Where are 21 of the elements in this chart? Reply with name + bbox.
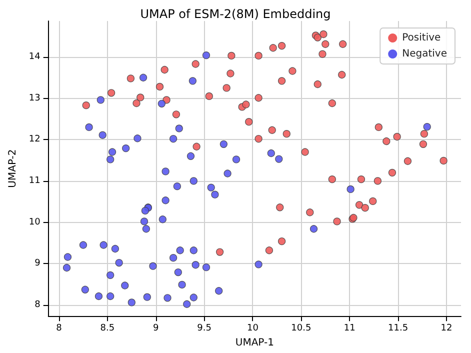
x-tick-label: 8 — [56, 324, 62, 334]
x-tick-label: 10 — [247, 324, 259, 334]
y-tick-label: 8 — [34, 300, 41, 310]
legend-label: Negative — [402, 48, 448, 60]
y-tick-label: 11 — [28, 176, 40, 186]
legend-label: Positive — [402, 32, 441, 44]
y-tick-label: 10 — [28, 217, 41, 228]
x-tick-label: 10.5 — [291, 324, 312, 334]
x-axis-title: UMAP-1 — [235, 338, 274, 348]
x-tick-label: 9.5 — [197, 324, 212, 334]
chart-title: UMAP of ESM-2(8M) Embedding — [140, 7, 331, 21]
x-tick-label: 11 — [344, 324, 356, 334]
x-tick-label: 11.5 — [388, 324, 408, 334]
y-tick-label: 14 — [28, 52, 41, 62]
y-tick-label: 9 — [34, 258, 41, 269]
x-tick-label: 8.5 — [100, 324, 115, 334]
x-tick-label: 12 — [440, 324, 452, 334]
y-axis-title: UMAP-2 — [8, 149, 18, 188]
x-tick-label: 9 — [153, 324, 160, 334]
y-tick-label: 13 — [28, 93, 40, 104]
y-tick-label: 12 — [28, 134, 40, 145]
